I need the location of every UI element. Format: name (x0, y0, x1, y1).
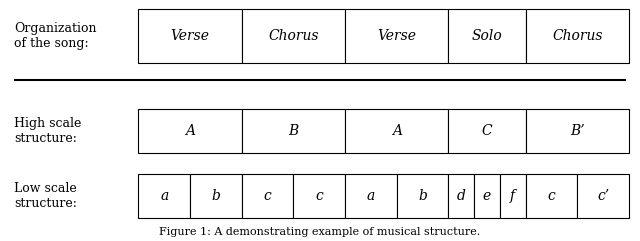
Text: c: c (316, 188, 323, 202)
Text: Chorus: Chorus (268, 29, 319, 43)
Text: B: B (288, 124, 298, 138)
Text: b: b (211, 188, 220, 202)
Bar (448, 9, 525, 63)
Bar (138, 109, 242, 153)
Bar (448, 109, 525, 153)
Bar (448, 174, 474, 218)
Text: f: f (510, 188, 515, 202)
Text: e: e (483, 188, 491, 202)
Text: Verse: Verse (377, 29, 416, 43)
Bar (500, 174, 525, 218)
Bar (345, 174, 397, 218)
Text: A: A (185, 124, 195, 138)
Bar (474, 174, 500, 218)
Bar (242, 174, 293, 218)
Bar (138, 9, 242, 63)
Text: d: d (457, 188, 466, 202)
Text: b: b (418, 188, 427, 202)
Text: Figure 1: A demonstrating example of musical structure.: Figure 1: A demonstrating example of mus… (159, 227, 481, 237)
Text: Low scale
structure:: Low scale structure: (14, 181, 77, 209)
Bar (138, 174, 190, 218)
Bar (577, 174, 629, 218)
Bar (242, 109, 345, 153)
Text: c: c (264, 188, 271, 202)
Bar (525, 9, 629, 63)
Bar (525, 109, 629, 153)
Text: Solo: Solo (472, 29, 502, 43)
Bar (345, 9, 448, 63)
Text: High scale
structure:: High scale structure: (14, 117, 81, 145)
Bar (345, 109, 448, 153)
Text: C: C (482, 124, 492, 138)
Text: a: a (367, 188, 375, 202)
Text: Organization
of the song:: Organization of the song: (14, 22, 97, 50)
Text: A: A (392, 124, 402, 138)
Text: c: c (548, 188, 556, 202)
Text: Chorus: Chorus (552, 29, 603, 43)
Text: c’: c’ (597, 188, 609, 202)
Text: Verse: Verse (170, 29, 209, 43)
Text: B’: B’ (570, 124, 585, 138)
Bar (190, 174, 242, 218)
Bar (242, 9, 345, 63)
Bar (525, 174, 577, 218)
Bar (293, 174, 345, 218)
Bar (397, 174, 448, 218)
Text: a: a (160, 188, 168, 202)
